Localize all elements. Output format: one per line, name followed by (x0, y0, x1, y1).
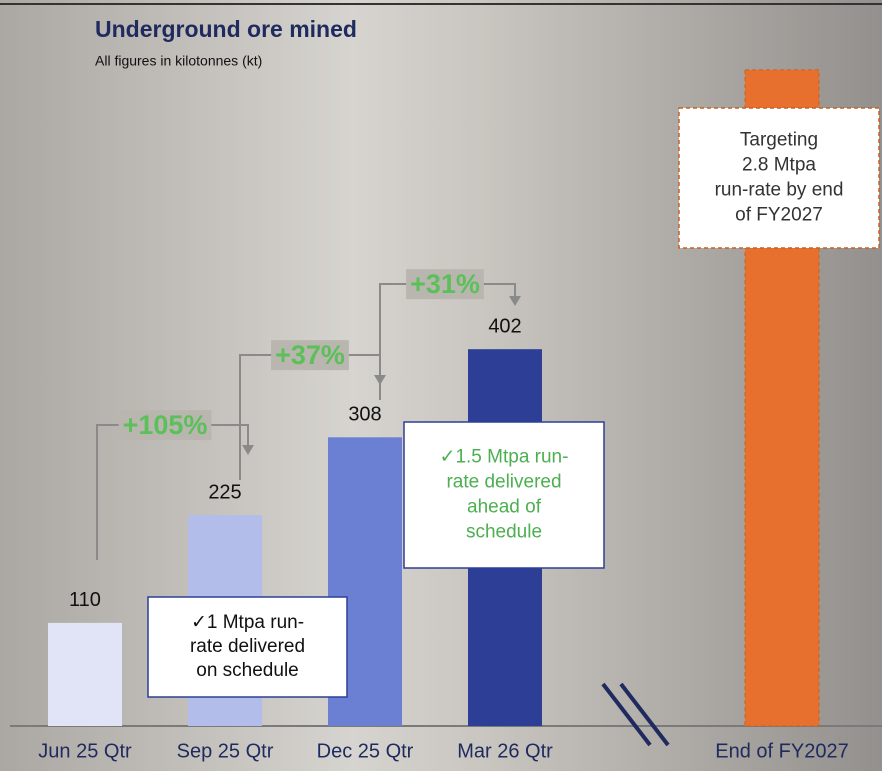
note-text: ✓1.5 Mtpa run- (440, 447, 569, 468)
growth-label: +31% (410, 269, 480, 299)
note-text: schedule (466, 522, 542, 543)
chart-title: Underground ore mined (95, 16, 357, 42)
data-label: 225 (208, 481, 241, 503)
x-tick-label: Mar 26 Qtr (457, 740, 553, 762)
x-tick-label: End of FY2027 (715, 740, 848, 762)
chart: Underground ore mined All figures in kil… (0, 0, 882, 771)
note-box (404, 422, 604, 568)
note-text: ✓1 Mtpa run- (191, 612, 304, 633)
data-label: 402 (488, 315, 521, 337)
x-tick-label: Sep 25 Qtr (177, 740, 274, 762)
data-label: 308 (348, 404, 381, 426)
note-text: of FY2027 (735, 205, 823, 226)
data-label: 110 (69, 589, 101, 611)
bar (48, 623, 122, 726)
note-text: ahead of (467, 497, 542, 518)
note-text: Targeting (740, 130, 818, 151)
note-text: run-rate by end (715, 180, 844, 201)
x-tick-label: Dec 25 Qtr (317, 740, 414, 762)
growth-label: +37% (275, 340, 345, 370)
note-text: on schedule (196, 660, 298, 681)
x-tick-label: Jun 25 Qtr (38, 740, 132, 762)
note-text: rate delivered (190, 636, 305, 657)
growth-label: +105% (123, 410, 208, 440)
note-text: rate delivered (446, 472, 561, 493)
note-text: 2.8 Mtpa (742, 155, 816, 176)
chart-subtitle: All figures in kilotonnes (kt) (95, 53, 262, 69)
